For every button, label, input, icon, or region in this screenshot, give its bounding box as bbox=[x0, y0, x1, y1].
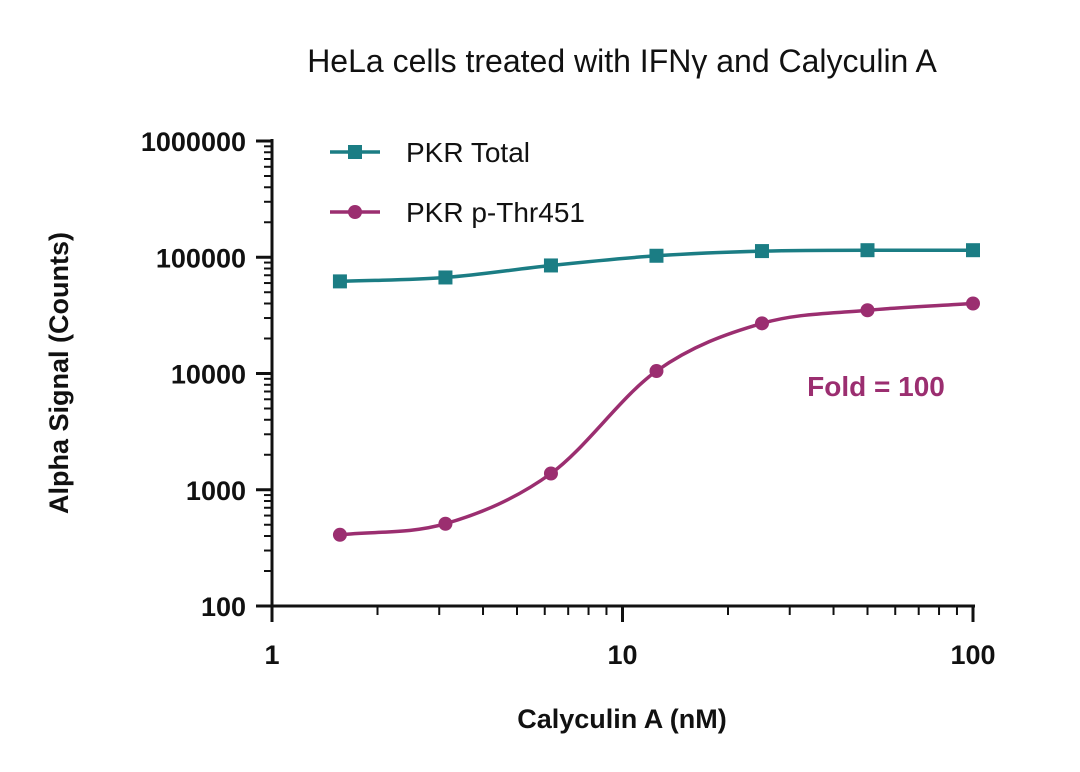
data-point bbox=[754, 244, 769, 259]
series-line bbox=[339, 301, 974, 537]
data-point bbox=[438, 270, 453, 285]
x-tick-label: 100 bbox=[950, 640, 995, 670]
legend: PKR Total PKR p-Thr451 bbox=[330, 137, 585, 228]
data-point bbox=[543, 258, 558, 273]
legend-marker bbox=[348, 205, 362, 219]
legend-label: PKR p-Thr451 bbox=[406, 197, 585, 228]
data-point bbox=[332, 527, 347, 542]
y-tick-label: 100000 bbox=[156, 243, 246, 273]
data-point bbox=[332, 274, 347, 289]
data-point bbox=[649, 248, 664, 263]
fold-annotation: Fold = 100 bbox=[807, 371, 945, 402]
chart-title: HeLa cells treated with IFNγ and Calycul… bbox=[307, 43, 937, 79]
data-point bbox=[543, 466, 558, 481]
legend-marker bbox=[348, 145, 362, 159]
y-tick-label: 100 bbox=[201, 592, 246, 622]
data-point bbox=[438, 516, 453, 531]
data-point bbox=[860, 303, 875, 318]
data-point bbox=[649, 364, 664, 379]
data-point bbox=[754, 316, 769, 331]
legend-label: PKR Total bbox=[406, 137, 530, 168]
y-tick-label: 10000 bbox=[171, 360, 246, 390]
y-tick-label: 1000 bbox=[186, 476, 246, 506]
x-tick-label: 1 bbox=[264, 640, 279, 670]
x-tick-label: 10 bbox=[607, 640, 637, 670]
y-axis-title: Alpha Signal (Counts) bbox=[44, 232, 74, 514]
y-tick-label: 1000000 bbox=[141, 127, 246, 157]
plot-area: 100 1000 10000 100000 1000000 1 10 100 bbox=[141, 127, 996, 670]
data-point bbox=[966, 243, 980, 258]
x-axis-title: Calyculin A (nM) bbox=[517, 704, 727, 734]
data-point bbox=[860, 243, 875, 258]
data-point bbox=[966, 296, 980, 311]
